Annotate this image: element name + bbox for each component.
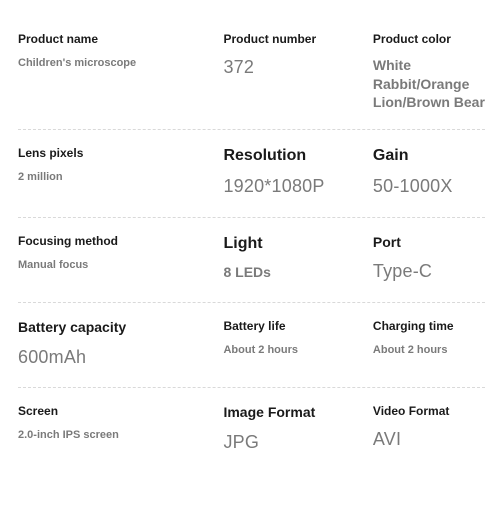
spec-cell: Gain 50-1000X [373,146,485,199]
spec-value: JPG [223,431,372,454]
spec-cell: Product number 372 [223,32,372,111]
spec-value: About 2 hours [373,343,485,358]
spec-label: Product color [373,32,485,46]
spec-cell: Lens pixels 2 million [18,146,223,199]
spec-table: Product name Children's microscope Produ… [18,16,485,472]
spec-label: Battery life [223,319,372,333]
spec-label: Resolution [223,146,372,165]
spec-value: 600mAh [18,346,223,369]
spec-value: About 2 hours [223,343,372,358]
spec-cell: Image Format JPG [223,404,372,454]
spec-label: Lens pixels [18,146,223,160]
spec-cell: Battery capacity 600mAh [18,319,223,369]
spec-label: Port [373,234,485,251]
spec-cell: Focusing method Manual focus [18,234,223,284]
spec-row: Screen 2.0-inch IPS screen Image Format … [18,388,485,472]
spec-value: White Rabbit/Orange Lion/Brown Bear [373,56,485,111]
spec-label: Focusing method [18,234,223,248]
spec-cell: Product color White Rabbit/Orange Lion/B… [373,32,485,111]
spec-cell: Video Format AVI [373,404,485,454]
spec-cell: Battery life About 2 hours [223,319,372,369]
spec-row: Focusing method Manual focus Light 8 LED… [18,218,485,303]
spec-value: Manual focus [18,258,223,273]
spec-label: Charging time [373,319,485,333]
spec-label: Screen [18,404,223,418]
spec-cell: Resolution 1920*1080P [223,146,372,199]
spec-row: Battery capacity 600mAh Battery life Abo… [18,303,485,388]
spec-value: 1920*1080P [223,175,372,198]
spec-value: 2.0-inch IPS screen [18,428,223,443]
spec-cell: Charging time About 2 hours [373,319,485,369]
spec-label: Battery capacity [18,319,223,336]
spec-cell: Light 8 LEDs [223,234,372,284]
spec-label: Image Format [223,404,372,421]
spec-value: 8 LEDs [223,263,372,281]
spec-label: Product number [223,32,372,46]
spec-cell: Product name Children's microscope [18,32,223,111]
spec-label: Light [223,234,372,253]
spec-row: Product name Children's microscope Produ… [18,16,485,130]
spec-value: Children's microscope [18,56,223,71]
spec-value: 372 [223,56,372,79]
spec-value: 50-1000X [373,175,485,198]
spec-label: Product name [18,32,223,46]
spec-label: Gain [373,146,485,165]
spec-value: AVI [373,428,485,451]
spec-value: Type-C [373,260,485,283]
spec-label: Video Format [373,404,485,418]
spec-row: Lens pixels 2 million Resolution 1920*10… [18,130,485,218]
spec-cell: Screen 2.0-inch IPS screen [18,404,223,454]
spec-cell: Port Type-C [373,234,485,284]
spec-value: 2 million [18,170,223,185]
